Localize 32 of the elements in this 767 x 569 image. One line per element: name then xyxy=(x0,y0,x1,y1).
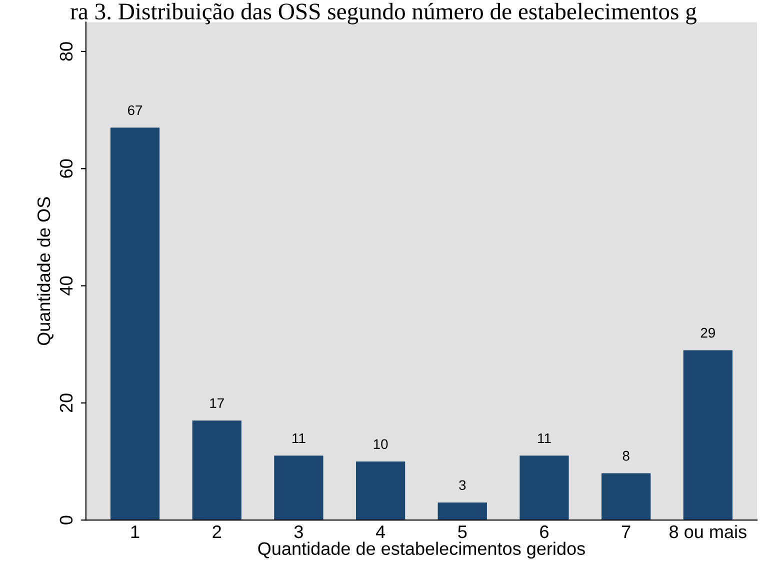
y-tick-label: 80 xyxy=(60,42,73,61)
y-tick-label: 20 xyxy=(60,394,73,412)
x-axis-title: Quantidade de estabelecimentos geridos xyxy=(258,542,585,559)
bar xyxy=(356,461,406,520)
data-label: 8 xyxy=(622,450,630,461)
data-label: 17 xyxy=(210,398,224,408)
data-label: 11 xyxy=(538,433,551,444)
x-tick-label: 6 xyxy=(540,525,548,538)
bar xyxy=(438,502,487,520)
data-label: 10 xyxy=(374,439,388,450)
bar xyxy=(602,473,651,520)
x-tick-label: 2 xyxy=(212,525,221,538)
y-tick-label: 40 xyxy=(60,276,73,296)
y-tick-label: 0 xyxy=(60,516,73,524)
x-tick-label: 7 xyxy=(622,526,630,538)
x-tick-label: 4 xyxy=(376,526,386,538)
x-tick-label: 3 xyxy=(294,525,303,538)
bar xyxy=(192,420,242,520)
x-tick-label: 8 ou mais xyxy=(670,524,746,538)
chart-title: ra 3. Distribuição das OSS segundo número de estabelecimentos g xyxy=(70,2,696,24)
y-axis-title: Quantidade de OS xyxy=(36,197,54,346)
y-tick-label: 60 xyxy=(60,159,73,178)
data-label: 11 xyxy=(292,433,306,444)
data-label: 29 xyxy=(700,328,715,338)
x-tick-label: 1 xyxy=(131,526,140,538)
bar xyxy=(683,350,732,520)
bar xyxy=(520,456,569,520)
bar xyxy=(274,456,324,520)
bar xyxy=(110,128,160,520)
x-tick-label: 5 xyxy=(458,526,467,538)
data-label: 3 xyxy=(459,480,466,490)
data-label: 67 xyxy=(128,105,142,116)
